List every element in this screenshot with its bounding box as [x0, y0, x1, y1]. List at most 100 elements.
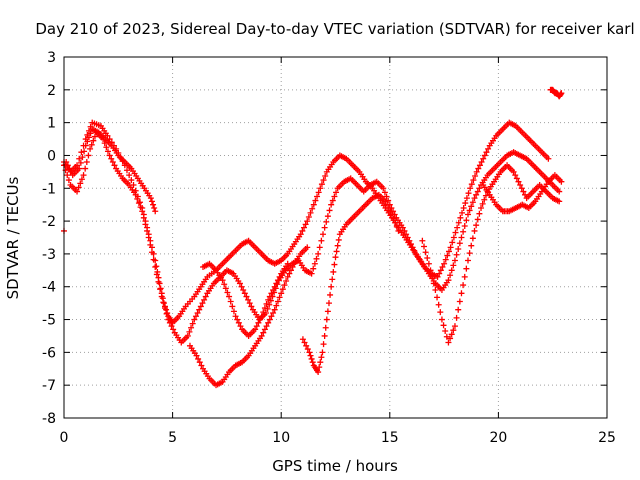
data-point: [328, 201, 335, 208]
data-point: [308, 355, 315, 362]
data-point: [333, 248, 340, 255]
data-point: [411, 247, 418, 254]
data-point: [224, 289, 231, 296]
data-point: [515, 178, 522, 185]
data-point: [427, 267, 434, 274]
data-point: [320, 341, 327, 348]
data-point: [429, 273, 436, 280]
data-point: [392, 219, 399, 226]
data-point: [409, 244, 416, 251]
data-point: [517, 181, 524, 188]
data-point: [264, 305, 271, 312]
data-point: [103, 144, 110, 151]
data-point: [463, 217, 470, 224]
series-track-6: [299, 191, 402, 376]
data-point: [310, 265, 317, 272]
y-tick-label: -5: [42, 313, 56, 329]
data-point: [268, 313, 275, 320]
data-point: [451, 323, 458, 330]
data-point: [457, 214, 464, 221]
data-point: [318, 354, 325, 361]
data-point: [558, 90, 565, 97]
data-point: [311, 260, 318, 267]
data-point: [388, 211, 395, 218]
data-point: [243, 293, 250, 300]
data-point: [155, 278, 162, 285]
y-tick-label: -7: [42, 378, 56, 394]
data-point: [442, 256, 449, 263]
data-point: [333, 189, 340, 196]
data-point: [434, 294, 441, 301]
data-point: [278, 290, 285, 297]
data-point: [473, 222, 480, 229]
data-point: [485, 145, 492, 152]
data-point: [240, 287, 247, 294]
data-point: [261, 305, 268, 312]
data-point: [64, 162, 71, 169]
data-point: [77, 159, 84, 166]
data-point: [196, 306, 203, 313]
data-point: [286, 270, 293, 277]
data-point: [404, 234, 411, 241]
data-point: [189, 320, 196, 327]
data-point: [271, 306, 278, 313]
data-point: [270, 309, 277, 316]
data-point: [312, 197, 319, 204]
data-point: [195, 355, 202, 362]
y-axis-title: SDTVAR / TECUs: [4, 176, 22, 299]
data-point: [321, 224, 328, 231]
data-point: [465, 190, 472, 197]
data-point: [81, 148, 88, 155]
data-point: [450, 262, 457, 269]
data-point: [234, 316, 241, 323]
data-point: [447, 272, 454, 279]
data-point: [289, 264, 296, 271]
data-point: [450, 234, 457, 241]
data-point: [268, 290, 275, 297]
data-point: [323, 218, 330, 225]
data-point: [464, 211, 471, 218]
data-point: [448, 331, 455, 338]
data-point: [85, 134, 92, 141]
data-point: [476, 185, 483, 192]
data-point: [255, 319, 262, 326]
data-point: [232, 313, 239, 320]
data-point: [478, 159, 485, 166]
y-tick-label: 3: [47, 50, 56, 66]
data-point: [132, 191, 139, 198]
data-point: [265, 296, 272, 303]
data-point: [128, 177, 135, 184]
data-point: [191, 316, 198, 323]
data-point: [151, 204, 158, 211]
data-point: [385, 204, 392, 211]
data-point: [160, 299, 167, 306]
data-point: [283, 277, 290, 284]
data-point: [473, 168, 480, 175]
x-axis-title: GPS time / hours: [272, 457, 398, 475]
data-point: [238, 283, 245, 290]
data-point: [399, 224, 406, 231]
data-point: [455, 219, 462, 226]
data-point: [315, 250, 322, 257]
data-point: [245, 296, 252, 303]
data-point: [323, 316, 330, 323]
data-point: [442, 328, 449, 335]
data-point: [188, 324, 195, 331]
data-point: [471, 227, 478, 234]
data-point: [266, 301, 273, 308]
data-point: [202, 293, 209, 300]
data-point: [513, 175, 520, 182]
data-point: [273, 302, 280, 309]
data-point: [406, 237, 413, 244]
plot-frame: [63, 56, 608, 419]
data-point: [381, 189, 388, 196]
series-track-9: [61, 86, 565, 234]
data-point: [461, 273, 468, 280]
data-point: [222, 285, 229, 292]
data-point: [241, 290, 248, 297]
data-point: [78, 176, 85, 183]
data-point: [444, 252, 451, 259]
data-point: [150, 256, 157, 263]
data-point: [330, 268, 337, 275]
data-point: [447, 335, 454, 342]
